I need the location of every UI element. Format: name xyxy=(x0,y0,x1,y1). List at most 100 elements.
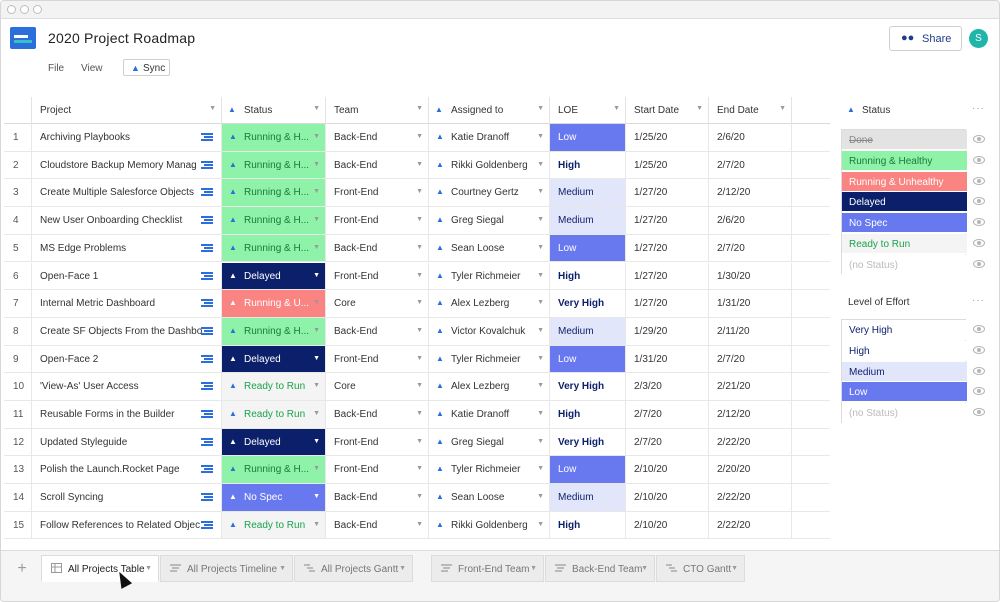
loe-cell[interactable]: Very High xyxy=(550,373,626,400)
loe-legend-item-none[interactable]: (no Status) xyxy=(842,403,967,424)
chevron-down-icon[interactable]: ▼ xyxy=(537,271,544,279)
team-cell[interactable]: Back-End ▼ xyxy=(326,234,429,262)
table-row[interactable]: 1 Archiving Playbooks ▲ Running & H... ▼ Back… xyxy=(4,124,830,152)
table-row[interactable]: 13 Polish the Launch.Rocket Page ▲ Running … xyxy=(4,456,830,485)
assigned-cell[interactable]: ▲ Katie Dranoff ▼ xyxy=(429,124,550,151)
avatar[interactable]: S xyxy=(969,29,988,48)
description-icon[interactable] xyxy=(201,326,213,336)
chevron-down-icon[interactable]: ▼ xyxy=(313,243,320,251)
tab-back-end-team[interactable]: Back-End Team ▼ xyxy=(545,555,655,582)
assigned-cell[interactable]: ▲ Rikki Goldenberg ▼ xyxy=(429,151,550,179)
status-legend-item-done[interactable]: Done xyxy=(842,130,967,150)
status-legend-item-unhealthy[interactable]: Running & Unhealthy xyxy=(842,171,967,192)
project-cell[interactable]: Internal Metric Dashboard xyxy=(32,290,222,317)
tab-all-projects-timeline[interactable]: All Projects Timeline ▼ xyxy=(160,555,293,582)
start-date-cell[interactable]: 2/10/20 xyxy=(626,511,709,539)
chevron-down-icon[interactable]: ▼ xyxy=(537,160,544,168)
project-cell[interactable]: Create Multiple Salesforce Objects xyxy=(32,179,222,207)
eye-icon[interactable] xyxy=(973,345,985,354)
window-minimize-button[interactable] xyxy=(20,5,29,14)
loe-cell[interactable]: Low xyxy=(550,124,626,151)
description-icon[interactable] xyxy=(201,493,213,502)
header-status[interactable]: ▲ Status ▼ xyxy=(222,97,326,124)
chevron-down-icon[interactable]: ▼ xyxy=(537,354,544,362)
assigned-cell[interactable]: ▲ Greg Siegal ▼ xyxy=(429,207,550,234)
status-cell[interactable]: ▲ Running & H... ▼ xyxy=(222,124,326,151)
header-assigned[interactable]: ▲ Assigned to ▼ xyxy=(429,97,550,124)
assigned-cell[interactable]: ▲ Sean Loose ▼ xyxy=(429,484,550,511)
chevron-down-icon[interactable]: ▼ xyxy=(416,299,423,307)
project-cell[interactable]: Archiving Playbooks xyxy=(32,124,222,151)
window-maximize-button[interactable] xyxy=(33,5,42,14)
loe-legend-item-medium[interactable]: Medium xyxy=(842,361,967,382)
status-legend-item-nospec[interactable]: No Spec xyxy=(842,213,967,234)
eye-icon[interactable] xyxy=(973,176,985,185)
loe-legend-item-low[interactable]: Low xyxy=(842,382,967,403)
end-date-cell[interactable]: 2/22/20 xyxy=(709,511,792,539)
start-date-cell[interactable]: 2/10/20 xyxy=(626,484,709,511)
loe-cell[interactable]: Medium xyxy=(550,317,626,345)
description-icon[interactable] xyxy=(201,465,213,474)
header-team[interactable]: Team ▼ xyxy=(326,97,429,124)
header-project[interactable]: Project ▼ xyxy=(32,97,222,124)
description-icon[interactable] xyxy=(201,133,213,142)
status-cell[interactable]: ▲ Ready to Run ▼ xyxy=(222,373,326,400)
project-cell[interactable]: Create SF Objects From the Dashbo xyxy=(32,317,222,345)
chevron-down-icon[interactable]: ▼ xyxy=(537,243,544,251)
status-legend-item-ready[interactable]: Ready to Run xyxy=(842,234,967,254)
chevron-down-icon[interactable]: ▼ xyxy=(537,410,544,417)
table-row[interactable]: 3 Create Multiple Salesforce Objects ▲ Runn… xyxy=(4,179,830,208)
assigned-cell[interactable]: ▲ Greg Siegal ▼ xyxy=(429,428,550,456)
chevron-down-icon[interactable]: ▼ xyxy=(416,465,423,473)
project-cell[interactable]: Open-Face 2 xyxy=(32,345,222,373)
description-icon[interactable] xyxy=(201,160,213,170)
chevron-down-icon[interactable]: ▼ xyxy=(537,133,544,140)
table-row[interactable]: 2 Cloudstore Backup Memory Manag ▲ Running … xyxy=(4,151,830,180)
end-date-cell[interactable]: 2/7/20 xyxy=(709,234,792,262)
project-cell[interactable]: Scroll Syncing xyxy=(32,484,222,511)
team-cell[interactable]: Front-End ▼ xyxy=(326,456,429,484)
window-close-button[interactable] xyxy=(7,5,16,14)
loe-cell[interactable]: Low xyxy=(550,234,626,262)
status-cell[interactable]: ▲ Running & H... ▼ xyxy=(222,207,326,234)
eye-icon[interactable] xyxy=(973,197,985,206)
table-row[interactable]: 11 Reusable Forms in the Builder ▲ Ready to… xyxy=(4,401,830,429)
start-date-cell[interactable]: 1/25/20 xyxy=(626,151,709,179)
chevron-down-icon[interactable]: ▼ xyxy=(641,565,648,572)
loe-cell[interactable]: High xyxy=(550,262,626,290)
table-row[interactable]: 6 Open-Face 1 ▲ Delayed ▼ Front-End ▼ ▲ Tyler Ri… xyxy=(4,262,830,291)
assigned-cell[interactable]: ▲ Katie Dranoff ▼ xyxy=(429,401,550,428)
chevron-down-icon[interactable]: ▼ xyxy=(416,160,423,168)
status-cell[interactable]: ▲ Running & H... ▼ xyxy=(222,179,326,207)
eye-icon[interactable] xyxy=(973,135,985,143)
table-row[interactable]: 5 MS Edge Problems ▲ Running & H... ▼ Back-En… xyxy=(4,234,830,263)
chevron-down-icon[interactable]: ▼ xyxy=(145,565,152,572)
chevron-down-icon[interactable]: ▼ xyxy=(313,382,320,390)
assigned-cell[interactable]: ▲ Alex Lezberg ▼ xyxy=(429,290,550,317)
description-icon[interactable] xyxy=(201,216,213,225)
chevron-down-icon[interactable]: ▼ xyxy=(313,410,320,417)
status-cell[interactable]: ▲ Running & H... ▼ xyxy=(222,234,326,262)
start-date-cell[interactable]: 1/29/20 xyxy=(626,317,709,345)
status-cell[interactable]: ▲ Delayed ▼ xyxy=(222,428,326,456)
document-title[interactable]: 2020 Project Roadmap xyxy=(48,30,196,46)
table-row[interactable]: 15 Follow References to Related Objec ▲ Rea… xyxy=(4,511,830,540)
project-cell[interactable]: New User Onboarding Checklist xyxy=(32,207,222,234)
team-cell[interactable]: Front-End ▼ xyxy=(326,345,429,373)
start-date-cell[interactable]: 2/10/20 xyxy=(626,456,709,484)
chevron-down-icon[interactable]: ▼ xyxy=(399,565,406,572)
chevron-down-icon[interactable]: ▼ xyxy=(313,493,320,501)
status-cell[interactable]: ▲ Running & H... ▼ xyxy=(222,456,326,484)
end-date-cell[interactable]: 2/20/20 xyxy=(709,456,792,484)
start-date-cell[interactable]: 2/3/20 xyxy=(626,373,709,400)
chevron-down-icon[interactable]: ▼ xyxy=(416,326,423,334)
table-row[interactable]: 9 Open-Face 2 ▲ Delayed ▼ Front-End ▼ ▲ Tyler Ri… xyxy=(4,345,830,374)
status-legend-item-running[interactable]: Running & Healthy xyxy=(842,150,967,171)
end-date-cell[interactable]: 2/12/20 xyxy=(709,401,792,428)
chevron-down-icon[interactable]: ▼ xyxy=(416,437,423,445)
menu-view[interactable]: View xyxy=(81,63,103,74)
description-icon[interactable] xyxy=(201,271,213,281)
team-cell[interactable]: Front-End ▼ xyxy=(326,207,429,234)
chevron-down-icon[interactable]: ▼ xyxy=(313,271,320,279)
end-date-cell[interactable]: 2/7/20 xyxy=(709,345,792,373)
